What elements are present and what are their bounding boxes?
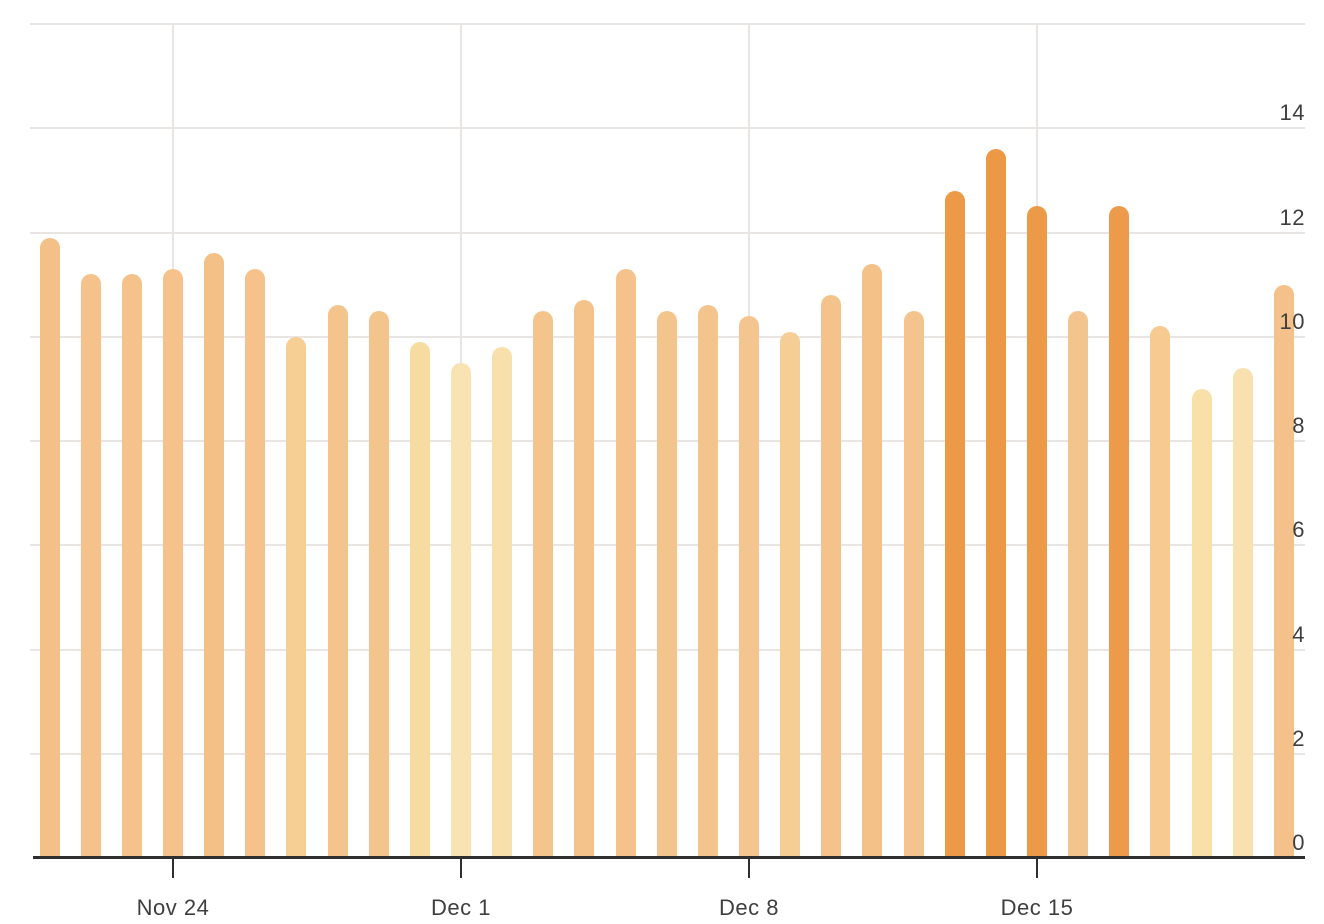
x-axis-line — [33, 856, 1305, 859]
bar — [163, 268, 183, 858]
bar — [944, 190, 965, 858]
bar — [204, 253, 225, 858]
bar — [1027, 206, 1047, 858]
x-tick-label: Nov 24 — [136, 895, 210, 920]
bar — [121, 274, 142, 858]
bar — [80, 274, 101, 858]
gridline-horizontal — [30, 127, 1305, 130]
bar — [368, 310, 389, 858]
x-tick-label: Dec 1 — [431, 895, 491, 920]
y-tick-label: 0 — [1292, 830, 1305, 855]
x-tick-label: Dec 15 — [1000, 895, 1074, 920]
bar — [780, 331, 801, 858]
bar — [1191, 388, 1212, 858]
bar — [39, 237, 60, 858]
bar — [245, 268, 266, 858]
bar — [1068, 310, 1089, 858]
y-tick-label: 2 — [1292, 725, 1305, 751]
bar — [821, 295, 842, 858]
y-tick-label: 12 — [1279, 204, 1305, 230]
x-tick-label: Dec 8 — [719, 895, 779, 920]
y-tick-label: 10 — [1279, 308, 1305, 334]
bar — [903, 310, 924, 858]
bar — [985, 149, 1006, 858]
bar — [862, 263, 883, 858]
bar — [1273, 284, 1294, 858]
bar — [697, 305, 718, 858]
bar — [451, 362, 471, 858]
y-tick-label: 8 — [1292, 413, 1305, 438]
bar — [1150, 326, 1171, 858]
bar — [574, 300, 595, 858]
bar — [327, 305, 348, 858]
y-tick-label: 6 — [1292, 517, 1305, 543]
x-axis-tick — [172, 858, 174, 878]
y-tick-label: 14 — [1279, 100, 1305, 126]
gridline-horizontal — [30, 23, 1305, 25]
bar — [533, 310, 554, 858]
bar — [286, 336, 307, 858]
gridline-horizontal — [30, 231, 1305, 234]
bar — [409, 341, 430, 858]
y-tick-label: 4 — [1292, 621, 1305, 647]
bar — [739, 315, 759, 858]
x-axis-tick — [460, 858, 462, 878]
x-axis-tick — [1036, 858, 1038, 878]
x-axis-tick — [748, 858, 750, 878]
bar — [1232, 368, 1253, 858]
bar — [1109, 206, 1130, 858]
bar — [656, 310, 677, 858]
bar — [492, 347, 513, 858]
bar — [615, 268, 636, 858]
